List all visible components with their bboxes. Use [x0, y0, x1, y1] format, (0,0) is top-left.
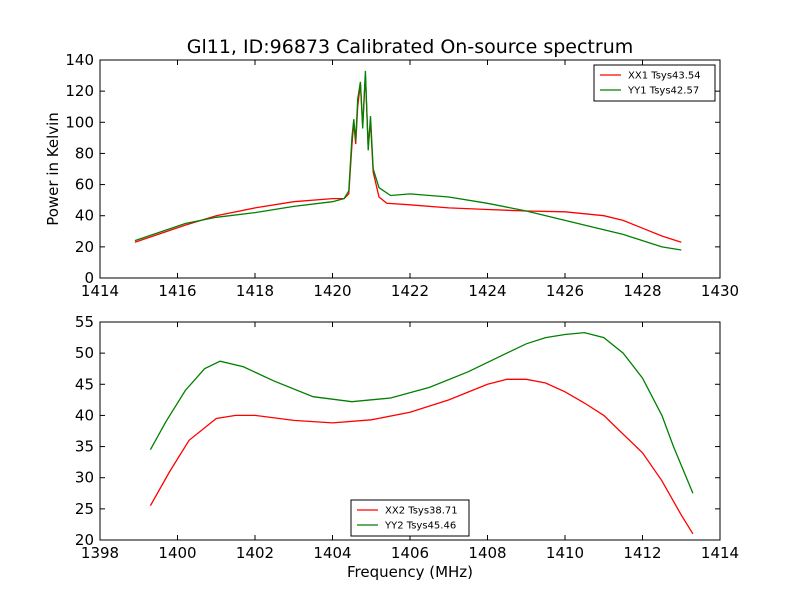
series-line-1: [149, 378, 694, 535]
y-tick-label: 50: [75, 344, 94, 362]
x-tick-label: 1412: [623, 544, 661, 562]
x-tick-label: 1408: [468, 544, 506, 562]
y-tick-label: 45: [75, 375, 94, 393]
x-tick-label: 1418: [236, 282, 274, 300]
y-tick-label: 20: [75, 531, 94, 549]
y-tick-label: 80: [75, 144, 94, 162]
y-tick-label: 100: [65, 113, 94, 131]
y-tick-label: 35: [75, 438, 94, 456]
y-tick-label: 25: [75, 500, 94, 518]
legend-box: [350, 499, 470, 537]
x-tick-label: 1424: [468, 282, 506, 300]
legend-label: XX2 Tsys38.71: [385, 506, 458, 517]
x-tick-label: 1414: [701, 544, 739, 562]
x-tick-label: 1416: [158, 282, 196, 300]
series-line-2: [149, 331, 694, 494]
x-axis-label: Frequency (MHz): [347, 563, 473, 581]
y-tick-label: 140: [65, 51, 94, 69]
x-tick-label: 1414: [81, 282, 119, 300]
y-tick-label: 55: [75, 313, 94, 331]
legend-box: [593, 64, 716, 102]
y-tick-label: 40: [75, 406, 94, 424]
x-tick-label: 1404: [313, 544, 351, 562]
y-tick-label: 20: [75, 238, 94, 256]
y-tick-label: 120: [65, 82, 94, 100]
x-tick-label: 1400: [158, 544, 196, 562]
y-tick-label: 30: [75, 469, 94, 487]
legend: XX1 Tsys43.54 YY1 Tsys42.57: [593, 64, 716, 102]
x-tick-label: 1406: [391, 544, 429, 562]
x-tick-label: 1430: [701, 282, 739, 300]
x-tick-label: 1398: [81, 544, 119, 562]
y-tick-label: 40: [75, 207, 94, 225]
series-line-2: [134, 70, 682, 251]
legend-label: YY2 Tsys45.46: [384, 521, 456, 532]
y-tick-label: 0: [84, 269, 94, 287]
legend-label: XX1 Tsys43.54: [628, 71, 701, 82]
x-tick-label: 1420: [313, 282, 351, 300]
x-tick-label: 1410: [546, 544, 584, 562]
legend-label: YY1 Tsys42.57: [627, 86, 699, 97]
x-tick-label: 1428: [623, 282, 661, 300]
x-tick-label: 1426: [546, 282, 584, 300]
top-panel: 1414 1416 1418 1420 1422 1424 1426 1428 1430 0 20 4…: [65, 51, 739, 300]
top-y-axis-label: Power in Kelvin: [44, 112, 62, 226]
x-tick-label: 1422: [391, 282, 429, 300]
figure-title: Gl11, ID:96873 Calibrated On-source spec…: [187, 36, 634, 58]
bottom-panel: 1398 1400 1402 1404 1406 1408 1410 1412 1414 20 25…: [75, 313, 739, 562]
x-tick-label: 1402: [236, 544, 274, 562]
y-tick-label: 60: [75, 176, 94, 194]
legend: XX2 Tsys38.71 YY2 Tsys45.46: [350, 499, 470, 537]
